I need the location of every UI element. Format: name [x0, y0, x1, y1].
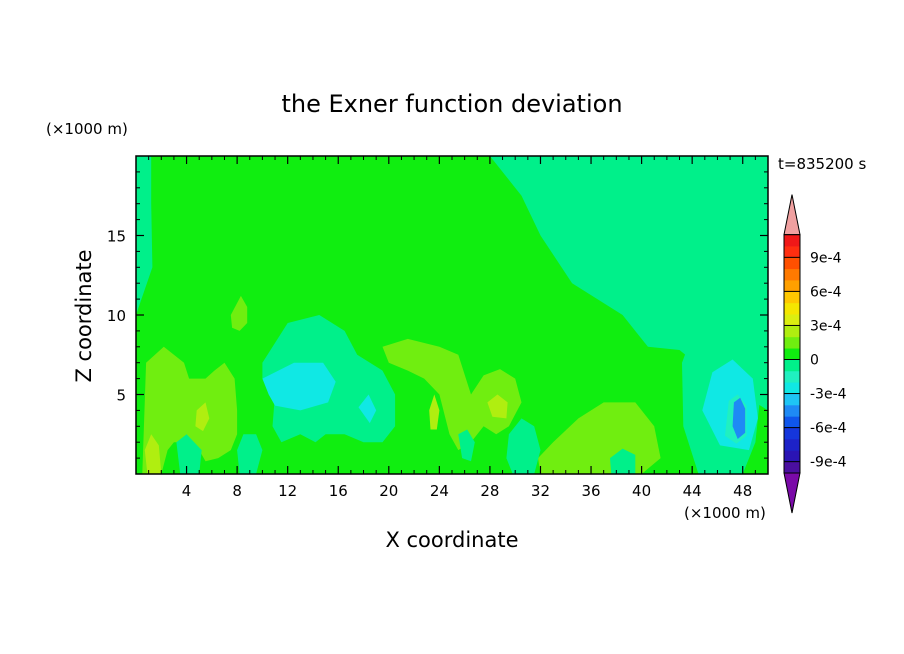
x-tick-label: 40	[632, 482, 651, 500]
colorbar-band	[784, 461, 800, 474]
contour-region-12	[458, 429, 475, 462]
colorbar-max-extension	[783, 194, 801, 236]
y-tick-label: 5	[116, 387, 126, 405]
x-tick-label: 8	[232, 482, 242, 500]
contour-region-5	[144, 434, 162, 474]
colorbar-band	[784, 302, 800, 315]
contour-region-11	[237, 434, 263, 474]
contour-regions	[136, 156, 768, 474]
y-unit-label: (×1000 m)	[46, 120, 128, 138]
colorbar-band	[784, 234, 800, 247]
colorbar-tick-label: -3e-4	[810, 387, 847, 403]
colorbar-band	[784, 393, 800, 406]
colorbar-tick-label: 9e-4	[810, 250, 842, 266]
y-axis-ticks: 5 10 15	[107, 171, 768, 459]
colorbar-band	[784, 404, 800, 417]
x-tick-label: 36	[581, 482, 600, 500]
contour-region-6	[195, 402, 210, 432]
contour-region-1	[142, 346, 238, 474]
colorbar-band	[784, 246, 800, 258]
x-unit-label: (×1000 m)	[684, 504, 766, 522]
x-axis-ticks: 4 8 12 16 20 24 28 32 36 40 44 48	[148, 156, 756, 500]
colorbar-band	[784, 370, 800, 383]
plot-area	[136, 156, 768, 474]
chart-title: the Exner function deviation	[281, 90, 622, 118]
colorbar-tick-label: 6e-4	[810, 284, 842, 300]
colorbar-band	[784, 450, 800, 463]
colorbar-band	[784, 416, 800, 428]
time-label: t=835200 s	[778, 155, 866, 173]
x-tick-label: 24	[430, 482, 449, 500]
colorbar-band	[784, 427, 800, 440]
colorbar-band	[784, 438, 800, 451]
colorbar-band	[784, 382, 800, 394]
colorbar-tick-label: 0	[810, 353, 819, 369]
contour-region-13	[506, 418, 541, 474]
colorbar-min-extension	[783, 472, 801, 514]
contour-region-2	[230, 295, 248, 331]
colorbar-band	[784, 359, 800, 372]
colorbar-tick-label: -9e-4	[810, 455, 847, 471]
colorbar-band	[784, 268, 800, 281]
x-tick-label: 20	[379, 482, 398, 500]
x-tick-label: 48	[733, 482, 752, 500]
contour-region-16	[262, 362, 336, 411]
y-tick-label: 10	[107, 307, 126, 325]
colorbar-frame	[783, 234, 801, 474]
x-tick-label: 16	[329, 482, 348, 500]
contour-region-17	[358, 394, 377, 424]
contour-region-7	[429, 394, 440, 430]
contour-region-20	[732, 397, 746, 439]
colorbar-band	[784, 336, 800, 349]
contour-region-3	[382, 338, 522, 451]
x-tick-label: 32	[531, 482, 550, 500]
x-tick-label: 44	[683, 482, 702, 500]
x-axis-label: X coordinate	[385, 528, 518, 552]
contour-region-8	[487, 394, 508, 419]
x-tick-label: 4	[182, 482, 192, 500]
y-axis-label: Z coordinate	[72, 249, 96, 382]
colorbar: 9e-4 6e-4 3e-4 0 -3e-4 -6e-4 -9e-4	[783, 194, 847, 514]
x-tick-label: 28	[480, 482, 499, 500]
colorbar-band	[784, 348, 800, 360]
colorbar-band	[784, 314, 800, 326]
colorbar-band	[784, 257, 800, 270]
colorbar-tick-label: -6e-4	[810, 421, 847, 437]
contour-region-10	[176, 434, 202, 474]
y-tick-label: 15	[107, 228, 126, 246]
colorbar-band	[784, 280, 800, 292]
x-tick-label: 12	[278, 482, 297, 500]
colorbar-tick-label: 3e-4	[810, 318, 842, 334]
colorbar-band	[784, 291, 800, 304]
colorbar-band	[784, 325, 800, 338]
contour-region-14	[610, 448, 636, 474]
